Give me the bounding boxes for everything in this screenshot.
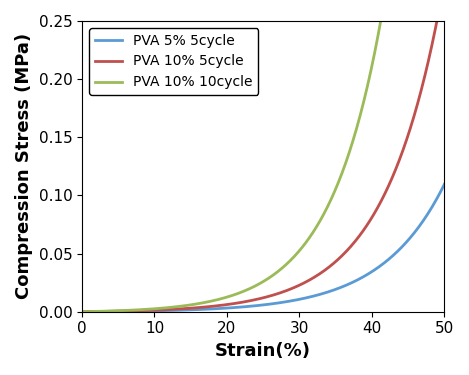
PVA 10% 5cycle bbox=[433, 25, 439, 30]
PVA 5% 5cycle bbox=[253, 303, 259, 308]
PVA 10% 10cycle bbox=[251, 284, 257, 289]
PVA 10% 10cycle bbox=[376, 28, 382, 32]
PVA 10% 10cycle bbox=[295, 251, 301, 255]
PVA 5% 5cycle bbox=[79, 309, 85, 314]
PVA 10% 5cycle bbox=[253, 297, 259, 302]
X-axis label: Strain(%): Strain(%) bbox=[215, 342, 311, 360]
PVA 5% 5cycle bbox=[441, 182, 447, 186]
PVA 10% 10cycle bbox=[79, 309, 85, 314]
PVA 10% 10cycle bbox=[253, 283, 259, 288]
Line: PVA 10% 10cycle: PVA 10% 10cycle bbox=[82, 0, 444, 312]
Legend: PVA 5% 5cycle, PVA 10% 5cycle, PVA 10% 10cycle: PVA 5% 5cycle, PVA 10% 5cycle, PVA 10% 1… bbox=[89, 28, 258, 95]
Line: PVA 5% 5cycle: PVA 5% 5cycle bbox=[82, 184, 444, 312]
PVA 5% 5cycle bbox=[275, 301, 281, 305]
PVA 10% 5cycle bbox=[251, 298, 257, 302]
PVA 10% 5cycle bbox=[275, 291, 281, 296]
Line: PVA 10% 5cycle: PVA 10% 5cycle bbox=[82, 0, 444, 312]
PVA 5% 5cycle bbox=[376, 264, 382, 269]
PVA 10% 5cycle bbox=[295, 284, 301, 288]
PVA 10% 5cycle bbox=[79, 309, 85, 314]
PVA 5% 5cycle bbox=[251, 304, 257, 308]
PVA 10% 5cycle bbox=[376, 203, 382, 207]
PVA 5% 5cycle bbox=[295, 297, 301, 302]
PVA 10% 10cycle bbox=[275, 269, 281, 274]
PVA 5% 5cycle bbox=[433, 198, 439, 203]
Y-axis label: Compression Stress (MPa): Compression Stress (MPa) bbox=[15, 33, 33, 299]
